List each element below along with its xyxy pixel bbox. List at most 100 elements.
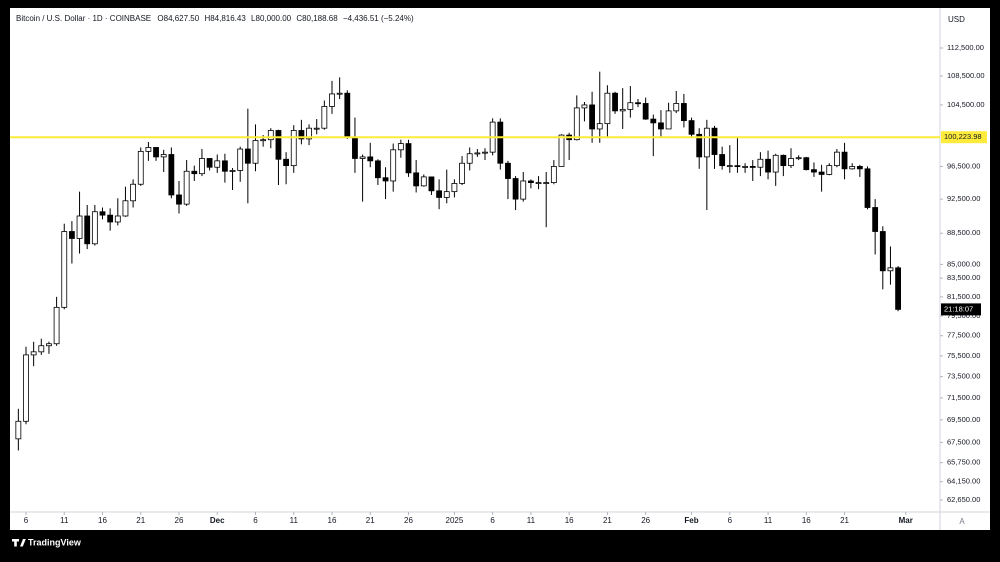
candle [604,85,611,139]
candle [329,80,335,114]
candle-body [275,130,282,160]
candle-body [260,139,267,142]
candle [405,139,412,177]
candle [397,139,404,158]
candle-body [38,345,45,353]
candle [191,165,198,181]
candle-body [589,104,595,130]
candle [221,153,228,183]
candle-body [237,148,244,171]
candle [803,156,810,171]
ohlc-open: O84,627.50 [157,14,199,23]
candle-body [619,108,626,112]
candle [107,208,114,231]
candle-body [505,162,511,179]
countdown-label: 21:18:07 [944,304,973,313]
candle-body [512,178,519,200]
candle [482,148,488,161]
y-tick-label: 65,750.00 [947,458,980,467]
candle-body [726,165,733,168]
candle [558,134,565,167]
candle-body [321,106,328,129]
y-tick-label: 96,500.00 [947,161,980,170]
candle [834,149,840,168]
candle [505,160,511,200]
candle [443,169,450,204]
candle [573,95,580,141]
candle [811,162,817,177]
candle [681,93,687,128]
auto-scale-button[interactable] [955,515,969,528]
x-tick-label: 26 [175,516,184,525]
candle [436,179,443,210]
candle [841,142,848,180]
candle-body [581,104,588,109]
y-tick-label: 85,000.00 [947,259,980,268]
auto-scale-label[interactable]: A [959,517,965,526]
candle [359,154,366,202]
x-tick-label: 6 [490,516,495,525]
candle [665,102,672,130]
candle-body [665,110,672,130]
x-tick-label: 2025 [446,516,464,525]
candle [528,179,534,189]
candle [550,160,557,185]
x-tick-label: 21 [840,516,849,525]
y-tick-label: 62,650.00 [947,495,980,504]
candle [374,159,381,186]
candle-body [76,215,83,239]
candle [176,180,182,214]
y-tick-label: 83,500.00 [947,273,980,282]
candle-body [267,130,274,141]
candle-body [390,149,397,182]
x-tick-label: 11 [290,516,299,525]
candle-body [359,156,366,159]
candle-body [681,103,687,122]
candle-body [864,168,871,208]
candle-body [826,165,833,175]
candle [183,160,190,206]
candle [61,223,68,310]
candle-body [818,171,825,175]
candle [367,142,374,168]
x-tick-label: 11 [527,516,536,525]
candle-body [114,215,121,223]
x-tick-label: 21 [366,516,375,525]
candle [497,118,504,170]
candle [650,114,657,157]
candle-body [428,176,435,192]
x-tick-label: 11 [764,516,773,525]
candle-body [214,160,221,168]
candle-body [466,153,473,164]
candle [413,160,420,193]
x-tick-label: 21 [136,516,145,525]
candle [466,147,473,171]
y-tick-label: 77,500.00 [947,331,980,340]
candle [306,124,312,146]
candle-body [841,151,848,170]
candle-body [879,231,886,272]
candle [145,142,152,161]
candle-body [757,158,764,168]
candle [229,168,236,190]
candle-body [344,92,351,138]
x-tick-label: 11 [60,516,69,525]
x-tick-label: 6 [24,516,29,525]
candle-body [229,170,236,172]
candle-body [635,102,641,105]
candle-body [688,120,695,135]
candle [826,163,833,176]
candle-body [69,231,75,239]
candle-body [642,103,649,120]
candle-body [336,92,343,95]
x-tick-label: Mar [899,516,913,525]
candle [688,117,695,137]
x-tick-label: Feb [684,516,698,525]
candle-body [497,121,504,164]
candle [543,172,550,228]
candle [879,226,886,290]
candle-body [734,165,741,168]
candle-body [482,151,488,154]
y-tick-label: 92,500.00 [947,194,980,203]
candle-body [887,267,894,272]
